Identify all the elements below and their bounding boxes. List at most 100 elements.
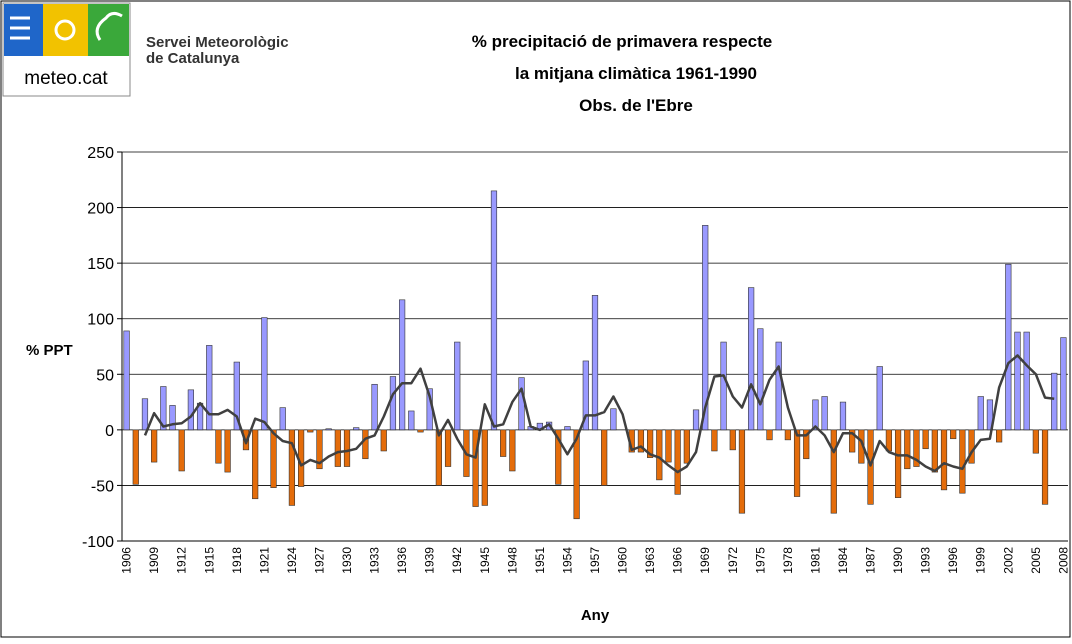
y-tick-label: 200 bbox=[87, 201, 114, 218]
bar bbox=[692, 409, 700, 431]
bar bbox=[1032, 429, 1039, 454]
x-tick-label: 1906 bbox=[120, 547, 134, 574]
bar bbox=[362, 429, 369, 460]
x-tick-label: 2002 bbox=[1001, 547, 1015, 574]
x-tick-label: 1951 bbox=[533, 547, 547, 574]
x-tick-label: 1966 bbox=[671, 547, 685, 574]
logo-cloud bbox=[95, 11, 123, 41]
y-tick-label: 150 bbox=[87, 256, 114, 273]
x-tick-label: 1933 bbox=[368, 547, 382, 574]
x-tick-label: 1942 bbox=[450, 547, 464, 574]
x-tick-label: 1999 bbox=[974, 547, 988, 574]
bar bbox=[931, 429, 938, 473]
x-tick-label: 1912 bbox=[175, 547, 189, 574]
bar bbox=[803, 429, 810, 460]
bar bbox=[839, 401, 847, 431]
chart-title: % precipitació de primavera respecte bbox=[472, 32, 772, 51]
bar bbox=[316, 429, 323, 470]
x-tick-label: 1921 bbox=[257, 547, 271, 574]
bar bbox=[876, 366, 883, 431]
bar bbox=[996, 429, 1003, 443]
bar bbox=[454, 341, 461, 431]
x-tick-label: 1957 bbox=[588, 547, 602, 574]
y-tick-label: -100 bbox=[82, 534, 114, 551]
bar bbox=[279, 407, 286, 431]
bar bbox=[252, 429, 259, 500]
x-tick-label: 1930 bbox=[340, 547, 354, 574]
bar bbox=[353, 427, 360, 431]
bar bbox=[959, 429, 966, 494]
x-tick-label: 1936 bbox=[395, 547, 409, 574]
logo-tile-blue bbox=[4, 4, 43, 56]
bar bbox=[573, 429, 580, 520]
y-tick-label: 100 bbox=[87, 312, 114, 329]
x-tick-label: 1996 bbox=[946, 547, 960, 574]
bar bbox=[408, 410, 415, 431]
x-tick-label: 1981 bbox=[808, 547, 822, 574]
chart-title: la mitjana climàtica 1961-1990 bbox=[515, 64, 757, 83]
moving-average-line bbox=[143, 354, 1055, 474]
logo-tile-green bbox=[88, 4, 129, 56]
bar bbox=[343, 429, 351, 467]
bar bbox=[564, 426, 571, 431]
bar bbox=[904, 429, 911, 470]
x-tick-label: 1927 bbox=[312, 547, 326, 574]
bar bbox=[1060, 337, 1067, 431]
bar bbox=[160, 386, 167, 431]
bar bbox=[665, 429, 672, 463]
logo-tile-yellow bbox=[43, 4, 88, 56]
x-tick-label: 1939 bbox=[423, 547, 437, 574]
bar bbox=[141, 398, 149, 431]
bar bbox=[766, 429, 773, 441]
bar bbox=[821, 396, 828, 431]
chart-title: Obs. de l'Ebre bbox=[579, 96, 693, 115]
bar bbox=[950, 429, 957, 440]
x-tick-label: 1978 bbox=[781, 547, 795, 574]
bar bbox=[1051, 372, 1058, 431]
bar bbox=[601, 429, 608, 486]
bar bbox=[922, 429, 929, 450]
x-axis-label: Any bbox=[581, 607, 610, 624]
y-tick-label: 0 bbox=[105, 423, 114, 440]
bar bbox=[288, 429, 296, 506]
y-axis-label: % PPT bbox=[26, 342, 73, 359]
bar bbox=[830, 429, 837, 514]
bar bbox=[389, 376, 397, 431]
bar bbox=[187, 389, 194, 431]
bar bbox=[738, 429, 746, 514]
x-tick-label: 1945 bbox=[478, 547, 492, 574]
x-tick-label: 2008 bbox=[1056, 547, 1070, 574]
x-tick-label: 1984 bbox=[836, 547, 850, 574]
bar bbox=[500, 429, 507, 457]
bar bbox=[775, 341, 782, 431]
bar bbox=[270, 429, 277, 488]
bar bbox=[1023, 331, 1030, 431]
bar bbox=[940, 429, 948, 491]
bar bbox=[206, 345, 213, 431]
x-tick-label: 1987 bbox=[864, 547, 878, 574]
logo-lines bbox=[10, 16, 30, 40]
bar bbox=[986, 399, 994, 431]
bar bbox=[793, 429, 801, 497]
bar bbox=[913, 429, 920, 467]
logo: meteo.cat bbox=[2, 2, 131, 97]
x-tick-label: 1948 bbox=[505, 547, 519, 574]
bar bbox=[307, 429, 314, 433]
bar bbox=[132, 429, 139, 485]
bar bbox=[555, 429, 562, 485]
x-tick-label: 1972 bbox=[726, 547, 740, 574]
bar bbox=[169, 405, 176, 431]
y-tick-label: 250 bbox=[87, 145, 114, 162]
bar bbox=[509, 429, 516, 472]
bar bbox=[518, 377, 525, 431]
bar bbox=[702, 225, 709, 431]
bar bbox=[977, 396, 984, 431]
bar bbox=[894, 429, 902, 498]
x-tick-label: 1963 bbox=[643, 547, 657, 574]
x-tick-label: 1954 bbox=[560, 547, 574, 574]
x-tick-label: 1915 bbox=[202, 547, 216, 574]
bar bbox=[812, 399, 819, 431]
bar bbox=[867, 429, 874, 505]
bar bbox=[334, 429, 341, 467]
